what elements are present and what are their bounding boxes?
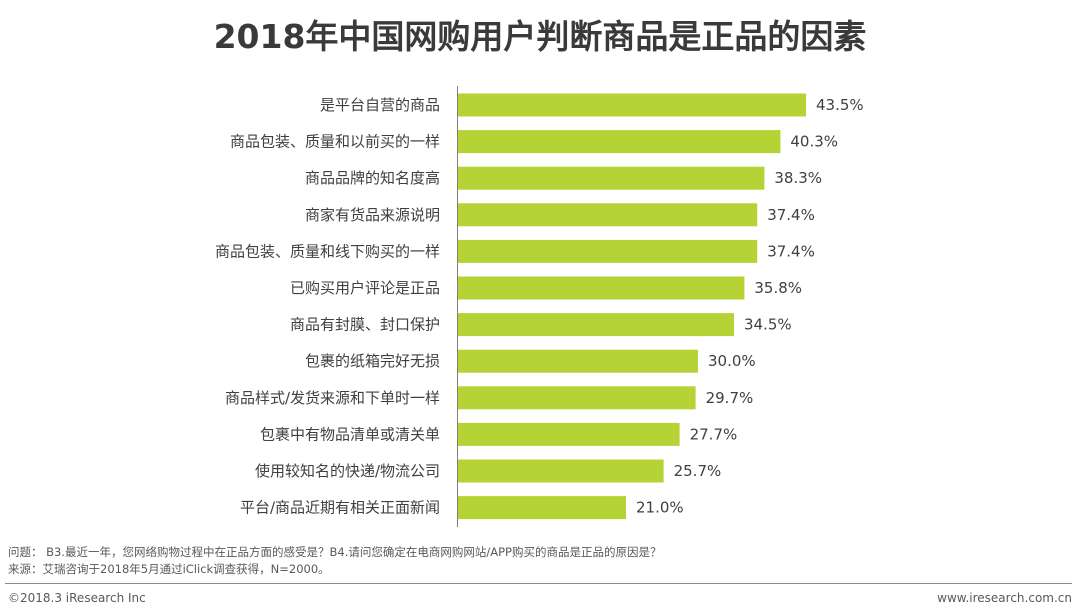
bar bbox=[458, 130, 781, 154]
bar bbox=[458, 166, 765, 190]
category-label: 包裹中有物品清单或清关单 bbox=[260, 425, 440, 443]
category-label: 已购买用户评论是正品 bbox=[290, 279, 440, 297]
value-label: 21.0% bbox=[636, 499, 684, 517]
value-label: 43.5% bbox=[816, 96, 864, 114]
bar bbox=[458, 276, 745, 300]
value-label: 37.4% bbox=[767, 206, 815, 224]
bar bbox=[458, 459, 664, 483]
bar bbox=[458, 422, 680, 446]
bars-group: 是平台自营的商品 43.5% 商品包装、质量和以前买的一样 40.3% 商品品牌的知名度… bbox=[215, 93, 864, 520]
value-label: 29.7% bbox=[706, 389, 754, 407]
category-label: 商品有封膜、封口保护 bbox=[290, 316, 440, 334]
value-label: 40.3% bbox=[790, 133, 838, 151]
bar bbox=[458, 203, 758, 227]
bar bbox=[458, 496, 626, 520]
category-label: 包裹的纸箱完好无损 bbox=[305, 352, 440, 370]
bar bbox=[458, 386, 696, 410]
value-label: 37.4% bbox=[767, 242, 815, 260]
category-label: 商品品牌的知名度高 bbox=[305, 169, 440, 187]
source-note: 来源：艾瑞咨询于2018年5月通过iClick调查获得，N=2000。 bbox=[8, 562, 330, 576]
category-label: 平台/商品近期有相关正面新闻 bbox=[240, 499, 440, 517]
bar bbox=[458, 93, 806, 117]
category-label: 商品样式/发货来源和下单时一样 bbox=[225, 389, 440, 407]
value-label: 30.0% bbox=[708, 352, 756, 370]
chart-title: 2018年中国网购用户判断商品是正品的因素 bbox=[213, 17, 867, 56]
category-label: 商品包装、质量和线下购买的一样 bbox=[215, 242, 440, 260]
category-label: 是平台自营的商品 bbox=[320, 96, 440, 114]
value-label: 34.5% bbox=[744, 316, 792, 334]
bar bbox=[458, 239, 758, 263]
value-label: 38.3% bbox=[774, 169, 822, 187]
category-label: 使用较知名的快递/物流公司 bbox=[255, 462, 440, 480]
footer-divider bbox=[5, 583, 1072, 584]
category-label: 商品包装、质量和以前买的一样 bbox=[230, 133, 440, 151]
bar bbox=[458, 349, 698, 373]
value-label: 35.8% bbox=[754, 279, 802, 297]
value-label: 25.7% bbox=[674, 462, 722, 480]
copyright: ©2018.3 iResearch Inc bbox=[8, 591, 146, 605]
category-label: 商家有货品来源说明 bbox=[305, 206, 440, 224]
value-label: 27.7% bbox=[690, 425, 738, 443]
website-link[interactable]: www.iresearch.com.cn bbox=[937, 591, 1072, 605]
question-note: 问题： B3.最近一年，您网络购物过程中在正品方面的感受是？B4.请问您确定在电… bbox=[8, 545, 662, 559]
bar bbox=[458, 313, 734, 337]
